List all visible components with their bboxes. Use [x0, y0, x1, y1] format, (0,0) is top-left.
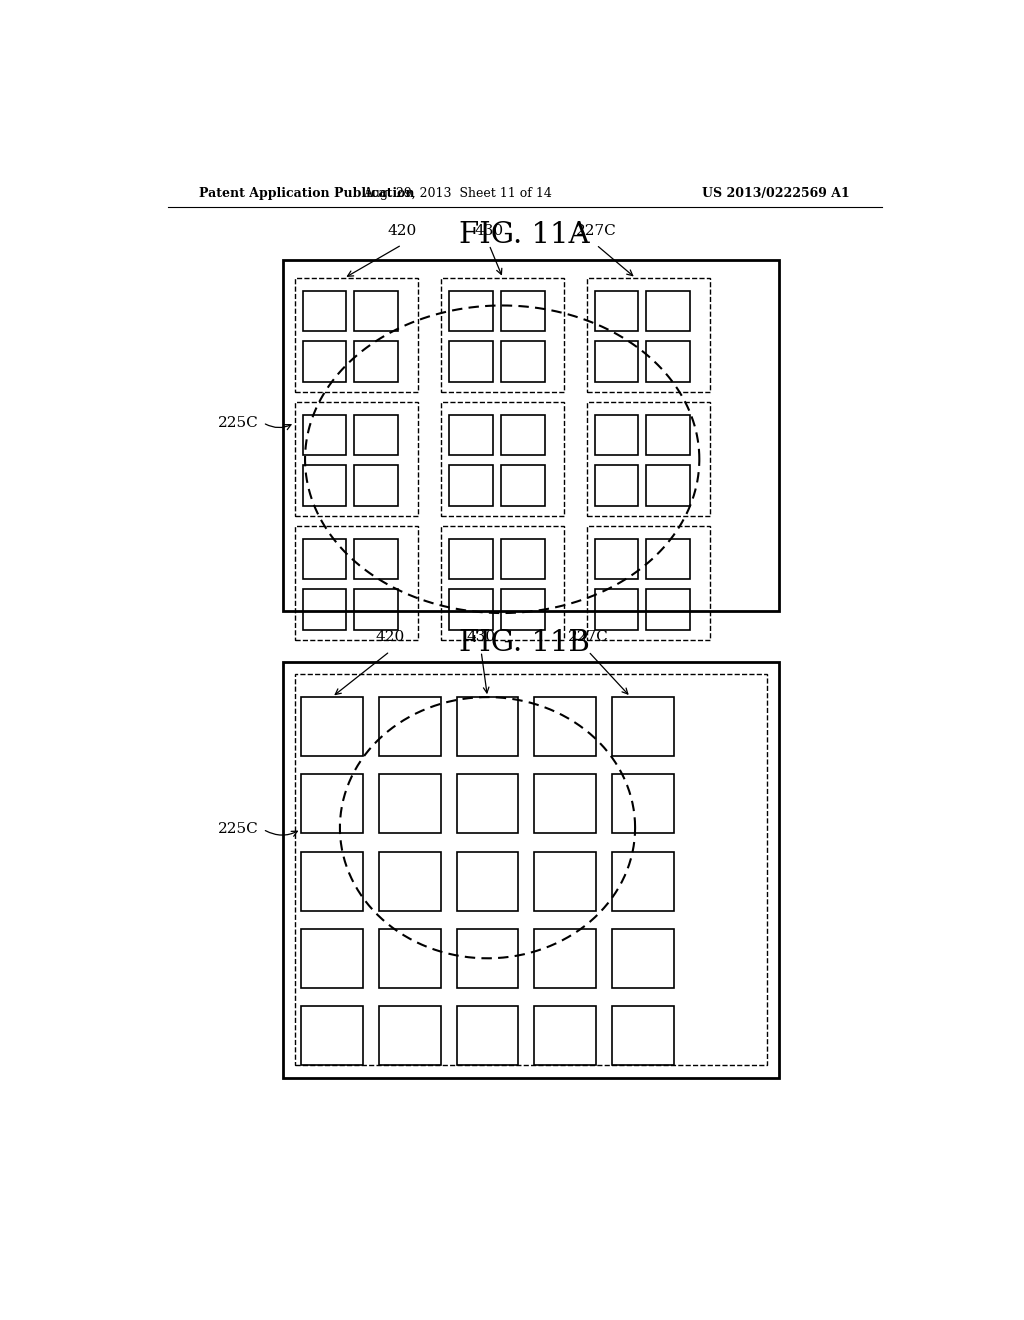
Bar: [450, 539, 494, 579]
Bar: [535, 775, 596, 833]
Text: FIG. 11A: FIG. 11A: [460, 220, 590, 248]
Bar: [301, 929, 362, 987]
Bar: [595, 414, 638, 455]
Bar: [646, 466, 690, 506]
Bar: [646, 589, 690, 630]
Bar: [301, 851, 362, 911]
Bar: [457, 851, 518, 911]
Bar: [441, 279, 564, 392]
Bar: [501, 342, 545, 381]
Bar: [354, 290, 398, 331]
Text: 225C: 225C: [218, 822, 259, 837]
Bar: [283, 661, 778, 1078]
Bar: [535, 697, 596, 756]
Bar: [379, 1006, 440, 1065]
Bar: [295, 279, 418, 392]
Bar: [646, 342, 690, 381]
Bar: [441, 403, 564, 516]
Bar: [295, 403, 418, 516]
Bar: [612, 1006, 674, 1065]
Bar: [450, 589, 494, 630]
Bar: [379, 929, 440, 987]
Bar: [535, 1006, 596, 1065]
Bar: [295, 527, 418, 640]
Bar: [535, 851, 596, 911]
Bar: [612, 775, 674, 833]
Bar: [354, 589, 398, 630]
Text: Aug. 29, 2013  Sheet 11 of 14: Aug. 29, 2013 Sheet 11 of 14: [362, 187, 552, 201]
Bar: [450, 290, 494, 331]
Bar: [301, 697, 362, 756]
Bar: [646, 539, 690, 579]
Bar: [501, 466, 545, 506]
Bar: [303, 342, 346, 381]
Bar: [301, 1006, 362, 1065]
Bar: [303, 466, 346, 506]
Text: FIG. 11B: FIG. 11B: [460, 630, 590, 657]
Bar: [303, 414, 346, 455]
Bar: [457, 697, 518, 756]
Bar: [450, 414, 494, 455]
Text: 225C: 225C: [218, 416, 259, 430]
Text: US 2013/0222569 A1: US 2013/0222569 A1: [702, 187, 850, 201]
Bar: [295, 673, 767, 1065]
Bar: [441, 527, 564, 640]
Bar: [354, 414, 398, 455]
Bar: [301, 775, 362, 833]
Bar: [283, 260, 778, 611]
Bar: [646, 414, 690, 455]
Bar: [303, 589, 346, 630]
Bar: [535, 929, 596, 987]
Text: 227C: 227C: [575, 223, 616, 238]
Bar: [457, 929, 518, 987]
Text: 420: 420: [387, 223, 417, 238]
Bar: [450, 466, 494, 506]
Text: 227C: 227C: [568, 630, 608, 644]
Bar: [612, 697, 674, 756]
Bar: [595, 589, 638, 630]
Bar: [646, 290, 690, 331]
Bar: [457, 1006, 518, 1065]
Bar: [595, 342, 638, 381]
Bar: [587, 403, 710, 516]
Bar: [612, 929, 674, 987]
Bar: [595, 466, 638, 506]
Bar: [501, 290, 545, 331]
Bar: [450, 342, 494, 381]
Bar: [612, 851, 674, 911]
Bar: [379, 697, 440, 756]
Bar: [501, 589, 545, 630]
Bar: [587, 279, 710, 392]
Bar: [595, 290, 638, 331]
Bar: [303, 539, 346, 579]
Bar: [354, 466, 398, 506]
Text: Patent Application Publication: Patent Application Publication: [200, 187, 415, 201]
Bar: [354, 342, 398, 381]
Text: 420: 420: [375, 630, 404, 644]
Text: 430: 430: [467, 630, 496, 644]
Bar: [379, 851, 440, 911]
Bar: [354, 539, 398, 579]
Bar: [595, 539, 638, 579]
Bar: [379, 775, 440, 833]
Bar: [501, 539, 545, 579]
Text: 430: 430: [474, 223, 504, 238]
Bar: [587, 527, 710, 640]
Bar: [457, 775, 518, 833]
Bar: [501, 414, 545, 455]
Bar: [303, 290, 346, 331]
